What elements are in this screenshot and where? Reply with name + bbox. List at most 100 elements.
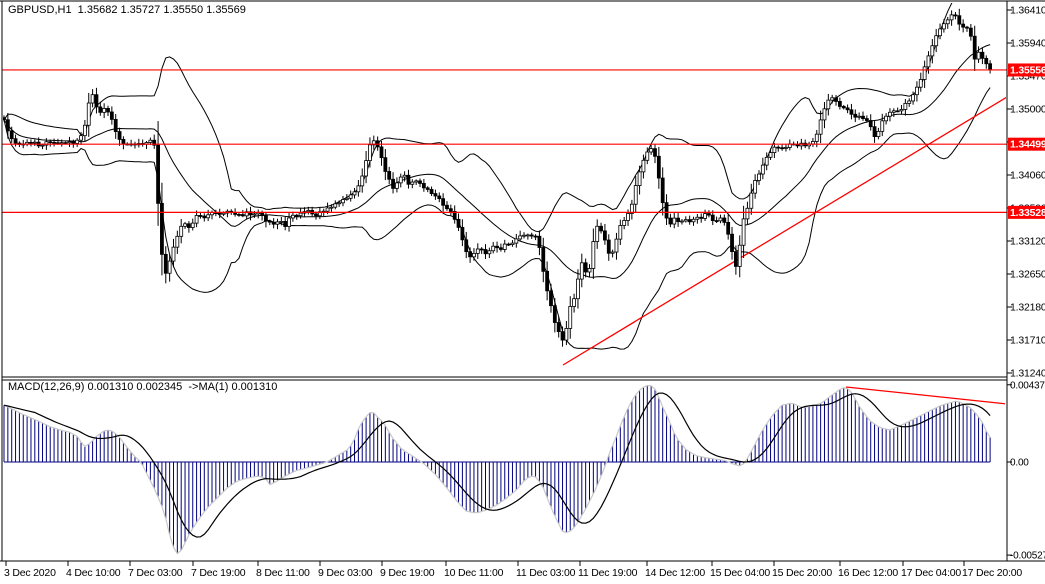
time-axis: 3 Dec 2020 4 Dec 10:00 7 Dec 03:00 7 Dec 19… xyxy=(4,561,1023,579)
candle-body xyxy=(352,191,357,196)
time-axis-label: 15 Dec 04:00 xyxy=(710,567,770,579)
candle-body xyxy=(629,203,634,214)
macd-axis: 0.004375 0.00 -0.005274 xyxy=(1007,380,1045,562)
candle-body xyxy=(71,141,76,144)
candle-body xyxy=(826,99,831,110)
macd-axis-label: 0.004375 xyxy=(1010,380,1045,391)
macd-indicator-label: MACD(12,26,9) 0.001310 0.002345 ->MA(1) … xyxy=(8,381,278,393)
price-axis: 1.364101.359401.354701.350001.345301.340… xyxy=(1007,5,1045,380)
candle-body xyxy=(845,107,850,111)
candle-body xyxy=(660,177,665,204)
candle-body xyxy=(429,189,434,194)
candle-body xyxy=(922,66,927,80)
candle-body xyxy=(733,251,738,267)
candle-body xyxy=(356,185,361,193)
candle-body xyxy=(59,142,64,145)
candle-body xyxy=(221,212,226,215)
candle-body xyxy=(853,113,858,118)
candle-body xyxy=(930,45,935,57)
candle-body xyxy=(576,278,580,300)
candle-body xyxy=(745,207,750,220)
candle-body xyxy=(911,94,915,102)
candle-body xyxy=(379,146,384,159)
candle-body xyxy=(13,138,18,144)
time-axis-label: 4 Dec 10:00 xyxy=(66,567,121,579)
candle-body xyxy=(499,247,503,250)
candle-body xyxy=(737,244,742,267)
price-badge: 1.34499 xyxy=(1008,137,1045,151)
time-axis-label: 7 Dec 03:00 xyxy=(128,567,183,579)
candle-body xyxy=(418,180,422,184)
price-axis-label: 1.32650 xyxy=(1010,269,1045,281)
candle-body xyxy=(152,139,157,146)
candle-body xyxy=(117,131,122,140)
candle-body xyxy=(568,306,573,329)
candle-body xyxy=(260,212,264,216)
candle-body xyxy=(676,217,680,223)
candle-body xyxy=(857,115,862,118)
candle-body xyxy=(75,139,80,144)
candle-body xyxy=(710,214,715,221)
candle-body xyxy=(953,14,958,17)
candle-body xyxy=(645,151,650,161)
candle-body xyxy=(514,238,519,244)
candle-body xyxy=(687,219,692,223)
price-badge-label: 1.33528 xyxy=(1010,207,1045,219)
candle-body xyxy=(579,262,584,280)
candle-body xyxy=(841,106,846,109)
candle-body xyxy=(445,204,449,210)
candle-body xyxy=(56,142,60,145)
candle-body xyxy=(333,203,338,208)
candle-body xyxy=(595,225,600,242)
candle-body xyxy=(622,220,627,226)
candle-body xyxy=(171,246,176,262)
candle-body xyxy=(707,213,711,216)
candle-body xyxy=(976,51,981,60)
candle-body xyxy=(533,235,538,238)
candle-body xyxy=(294,214,299,217)
candle-body xyxy=(872,126,877,137)
candle-body xyxy=(398,176,403,184)
candle-body xyxy=(410,181,415,185)
candle-body xyxy=(726,222,731,235)
candle-body xyxy=(402,174,407,178)
candle-body xyxy=(818,119,823,135)
candle-body xyxy=(341,199,345,204)
candle-body xyxy=(475,248,480,254)
candle-body xyxy=(834,97,838,102)
candle-body xyxy=(98,106,103,113)
bollinger-middle-band xyxy=(3,44,991,280)
price-badge-label: 1.34499 xyxy=(1010,139,1045,151)
price-axis-label: 1.31240 xyxy=(1010,368,1045,380)
price-axis-label: 1.35000 xyxy=(1010,104,1045,116)
candle-body xyxy=(753,180,758,194)
candle-body xyxy=(572,298,576,307)
candle-body xyxy=(82,124,87,137)
candle-body xyxy=(364,160,368,177)
candle-body xyxy=(941,23,946,30)
candle-body xyxy=(495,245,499,249)
candle-body xyxy=(29,141,33,144)
candle-body xyxy=(487,250,492,255)
candle-body xyxy=(899,108,904,112)
time-axis-label: 8 Dec 11:00 xyxy=(256,567,310,579)
candle-body xyxy=(730,233,734,253)
candle-body xyxy=(633,185,638,205)
candle-body xyxy=(891,110,896,113)
candle-body xyxy=(653,148,657,157)
candle-body xyxy=(949,14,954,21)
candle-body xyxy=(186,223,191,228)
candle-body xyxy=(757,173,761,181)
macd-axis-label: 0.00 xyxy=(1010,458,1029,469)
candle-body xyxy=(984,57,989,65)
candle-body xyxy=(556,322,561,333)
candle-body xyxy=(780,147,785,150)
candle-body xyxy=(934,35,939,47)
candle-body xyxy=(156,144,160,204)
candle-body xyxy=(79,135,83,141)
candle-body xyxy=(267,220,272,223)
candle-body xyxy=(279,221,284,223)
candle-body xyxy=(198,215,203,217)
